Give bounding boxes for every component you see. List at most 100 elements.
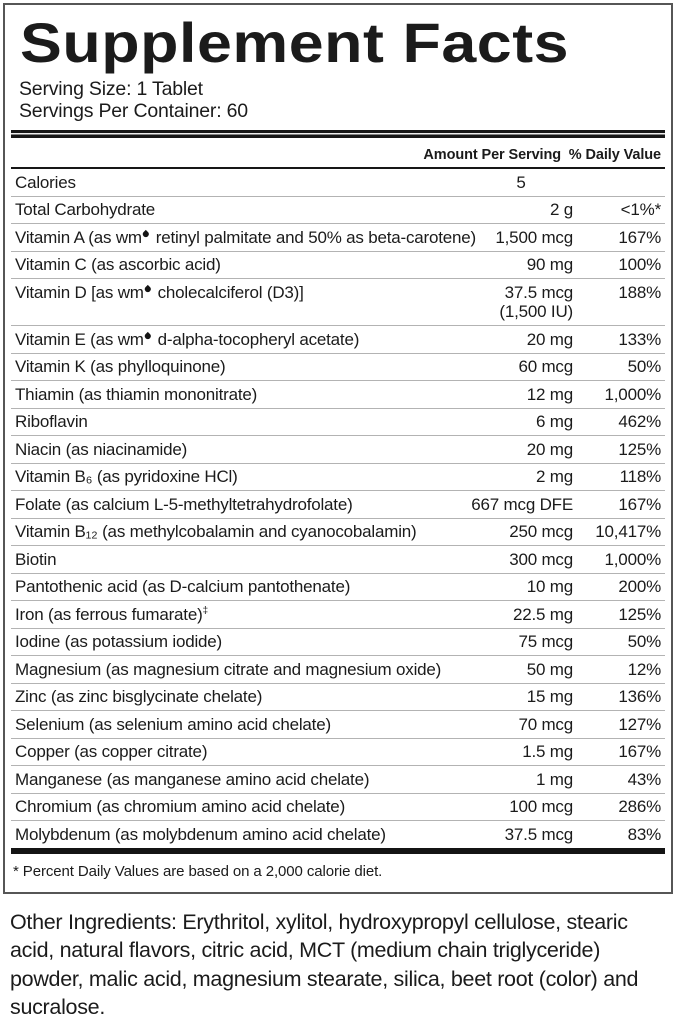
nutrient-row: Magnesium (as magnesium citrate and magn… — [11, 655, 665, 683]
nutrient-amount-value: 15 mg — [526, 687, 573, 707]
amount-column-header: Amount Per Serving — [423, 147, 561, 164]
water-droplet-icon — [142, 230, 151, 239]
nutrient-amount: 667 mcg DFE — [471, 495, 573, 515]
nutrient-row: Zinc (as zinc bisglycinate chelate) 15 m… — [11, 682, 665, 711]
nutrient-name: Zinc (as zinc bisglycinate chelate) — [15, 687, 263, 707]
nutrient-name: Selenium (as selenium amino acid chelate… — [15, 714, 331, 734]
nutrient-amount: 6 mg — [536, 412, 573, 432]
nutrient-name: Pantothenic acid (as D-calcium pantothen… — [15, 577, 351, 597]
nutrient-amount: 20 mg — [527, 330, 573, 350]
nutrient-amount-value: 250 mcg — [509, 522, 573, 542]
nutrient-amount-value: 6 mg — [536, 412, 573, 432]
nutrient-daily-value: 50% — [627, 632, 662, 652]
nutrient-row: Iron (as ferrous fumarate)‡ 22.5 mg 125% — [11, 600, 665, 628]
nutrient-row: Biotin 300 mcg 1,000% — [11, 545, 665, 573]
supplement-facts-panel: Supplement Facts Serving Size: 1 Tablet … — [3, 3, 673, 894]
nutrient-name: Riboflavin — [15, 412, 88, 432]
nutrient-name: Thiamin (as thiamin mononitrate) — [15, 384, 258, 404]
nutrient-amount-value: 20 mg — [526, 439, 573, 459]
nutrient-daily-value: 167% — [618, 742, 661, 762]
nutrient-row: Chromium (as chromium amino acid chelate… — [11, 792, 665, 821]
nutrient-row: Iodine (as potassium iodide) 75 mcg 50% — [11, 627, 665, 656]
nutrient-amount-value: 5 — [516, 172, 526, 192]
nutrient-daily-value: 133% — [618, 329, 661, 349]
nutrient-amount-value: 50 mg — [526, 659, 573, 679]
nutrient-name: Vitamin B₆ (as pyridoxine HCl) — [15, 467, 238, 487]
serving-size: Serving Size: 1 Tablet — [19, 78, 203, 101]
nutrient-row: Copper (as copper citrate) 1.5 mg 167% — [11, 737, 665, 766]
dagger-footnote-mark: ‡ — [202, 605, 209, 617]
nutrient-amount-value: 20 mg — [526, 329, 573, 349]
other-ingredients-text: Other Ingredients: Erythritol, xylitol, … — [10, 909, 639, 1020]
nutrient-amount: 12 mg — [527, 385, 573, 405]
nutrient-amount-value: 1.5 mg — [522, 742, 573, 762]
nutrient-row: Vitamin D [as wm cholecalciferol (D3)] 3… — [11, 278, 665, 325]
nutrient-name: Biotin — [15, 549, 57, 569]
nutrient-row: Vitamin C (as ascorbic acid) 90 mg 100% — [11, 250, 665, 279]
nutrient-amount-value: 22.5 mg — [512, 604, 573, 624]
nutrient-amount: 2 mg — [536, 467, 573, 487]
nutrient-amount-value: 667 mcg DFE — [471, 494, 573, 514]
nutrient-amount: 15 mg — [527, 687, 573, 707]
nutrient-amount-value: 12 mg — [526, 384, 573, 404]
nutrient-name: Copper (as copper citrate) — [15, 742, 208, 762]
nutrient-row: Manganese (as manganese amino acid chela… — [11, 765, 665, 793]
nutrient-daily-value: 167% — [618, 227, 661, 247]
water-droplet-icon — [143, 332, 152, 341]
daily-value-column-header: % Daily Value — [568, 147, 661, 164]
nutrient-daily-value: 100% — [618, 255, 661, 275]
nutrient-daily-value: 118% — [619, 467, 662, 487]
nutrient-amount-value: 70 mcg — [518, 714, 573, 734]
nutrient-name: Niacin (as niacinamide) — [15, 439, 188, 459]
nutrient-amount-value: 1 mg — [536, 769, 573, 789]
nutrient-amount: 60 mcg — [518, 357, 573, 377]
nutrient-amount-value: 37.5 mcg — [504, 282, 574, 302]
nutrient-daily-value: 1,000% — [604, 384, 662, 404]
nutrient-daily-value: 83% — [627, 824, 662, 844]
nutrient-daily-value: 1,000% — [604, 549, 662, 569]
nutrient-row: Calories 5 — [11, 169, 665, 196]
nutrient-amount: 37.5 mcg (1,500 IU) — [499, 283, 573, 322]
nutrient-name: Vitamin B₁₂ (as methylcobalamin and cyan… — [15, 522, 417, 542]
nutrient-amount: 37.5 mcg — [504, 824, 574, 845]
nutrient-amount-value: 1,500 mcg — [495, 227, 573, 247]
nutrient-row: Selenium (as selenium amino acid chelate… — [11, 710, 665, 738]
daily-value-footnote: * Percent Daily Values are based on a 2,… — [13, 862, 383, 880]
nutrient-row: Thiamin (as thiamin mononitrate) 12 mg 1… — [11, 380, 665, 408]
nutrient-daily-value: 167% — [618, 494, 661, 514]
nutrient-amount: 250 mcg — [509, 522, 573, 542]
nutrient-daily-value: 127% — [618, 714, 661, 734]
nutrient-name: Magnesium (as magnesium citrate and magn… — [15, 659, 442, 679]
nutrient-amount: 1 mg — [536, 770, 573, 790]
nutrient-daily-value: 462% — [618, 412, 661, 432]
nutrient-amount: 70 mcg — [518, 715, 573, 735]
nutrient-name: Iron (as ferrous fumarate)‡ — [15, 604, 209, 624]
nutrient-daily-value: 200% — [618, 577, 661, 597]
nutrient-row: Molybdenum (as molybdenum amino acid che… — [11, 820, 665, 848]
nutrient-row: Riboflavin 6 mg 462% — [11, 407, 665, 436]
nutrient-name: Iodine (as potassium iodide) — [15, 632, 223, 652]
nutrient-amount: 75 mcg — [518, 632, 573, 652]
panel-title: Supplement Facts — [19, 11, 570, 74]
nutrient-amount-value: 60 mcg — [518, 357, 573, 377]
nutrient-name: Total Carbohydrate — [15, 200, 156, 220]
nutrient-name: Manganese (as manganese amino acid chela… — [15, 769, 370, 789]
water-droplet-icon — [143, 285, 152, 294]
nutrient-amount-value: 75 mcg — [518, 632, 573, 652]
nutrient-amount: 1.5 mg — [522, 742, 573, 762]
nutrient-daily-value: 10,417% — [595, 522, 661, 542]
nutrient-name: Vitamin D [as wm cholecalciferol (D3)] — [15, 282, 304, 302]
nutrient-amount-value: 10 mg — [526, 577, 573, 597]
servings-per-container: Servings Per Container: 60 — [19, 99, 248, 122]
divider-thick-top — [11, 130, 665, 139]
nutrient-amount-value: 100 mcg — [509, 797, 573, 817]
nutrient-name: Vitamin A (as wm retinyl palmitate and 5… — [15, 227, 476, 247]
nutrient-name: Chromium (as chromium amino acid chelate… — [15, 797, 346, 817]
nutrient-amount-value: 37.5 mcg — [504, 824, 574, 844]
nutrient-row: Folate (as calcium L-5-methyltetrahydrof… — [11, 490, 665, 518]
nutrient-amount: 300 mcg — [509, 550, 573, 570]
nutrient-daily-value: 188% — [618, 282, 661, 302]
nutrient-daily-value: 43% — [627, 769, 662, 789]
nutrient-amount-value: 2 g — [549, 200, 573, 220]
